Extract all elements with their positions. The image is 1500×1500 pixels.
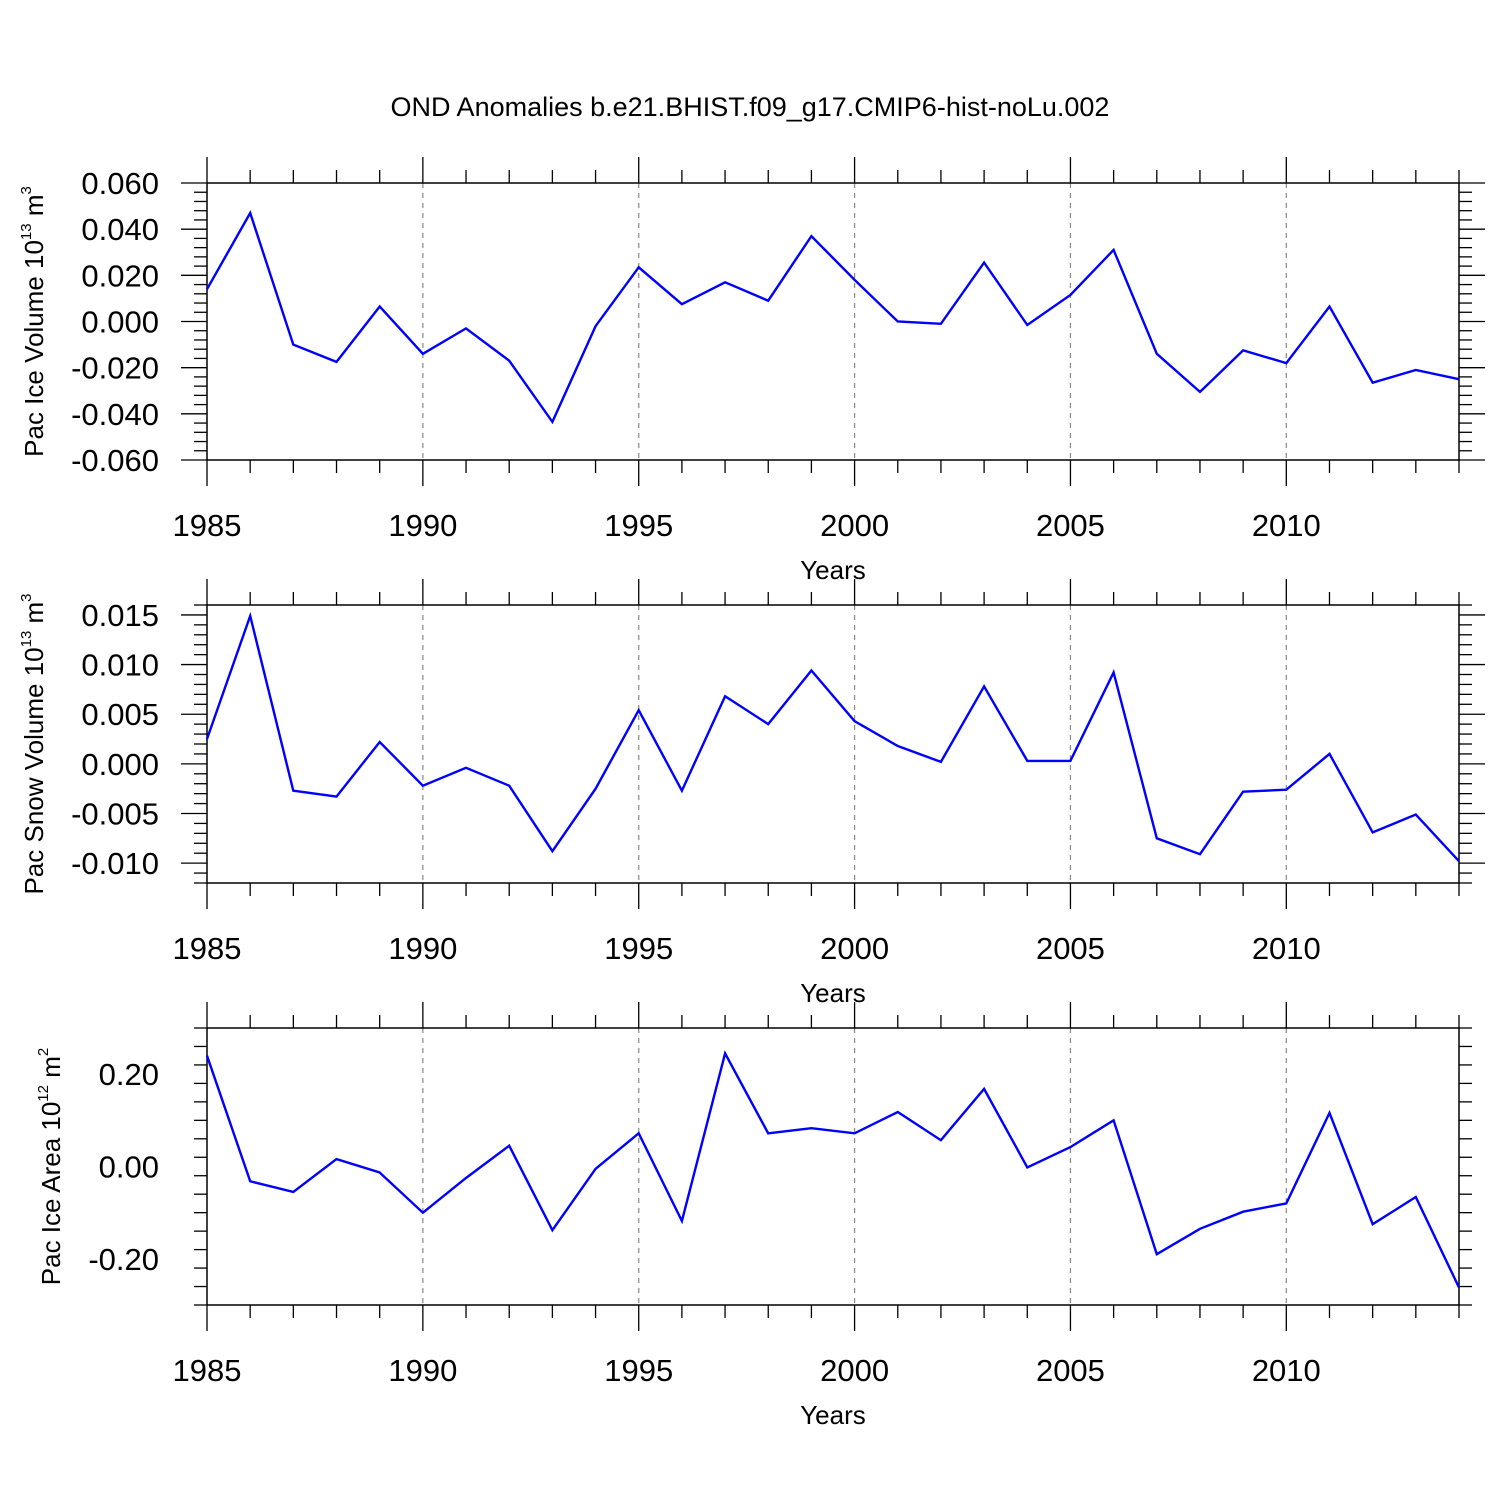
y-tick-label: 0.015	[81, 598, 159, 633]
x-axis-label: Years	[800, 978, 866, 1008]
y-tick-label: 0.005	[81, 697, 159, 732]
x-tick-label: 1995	[604, 1353, 673, 1388]
x-tick-label: 1990	[388, 508, 457, 543]
y-axis-label: Pac Snow Volume 1013 m3	[18, 593, 49, 894]
x-tick-label: 2000	[820, 1353, 889, 1388]
y-tick-label: 0.000	[81, 747, 159, 782]
x-tick-label: 2010	[1252, 1353, 1321, 1388]
x-tick-label: 2000	[820, 508, 889, 543]
chart-title: OND Anomalies b.e21.BHIST.f09_g17.CMIP6-…	[390, 92, 1110, 122]
x-tick-label: 1995	[604, 508, 673, 543]
x-tick-label: 1985	[173, 1353, 242, 1388]
series-line	[205, 210, 1460, 425]
y-tick-label: -0.060	[71, 443, 159, 478]
y-tick-label: 0.060	[81, 166, 159, 201]
x-tick-label: 2000	[820, 931, 889, 966]
x-tick-label: 1985	[173, 931, 242, 966]
panel-ice-area: 1985 1990 1995 2000 2005 2010 Years -0.20 0.00 0.…	[35, 1002, 1472, 1430]
x-tick-label: 2010	[1252, 931, 1321, 966]
x-tick-label: 1990	[388, 1353, 457, 1388]
y-tick-label: 0.00	[99, 1150, 159, 1185]
x-axis-label: Years	[800, 555, 866, 585]
y-tick-label: 0.040	[81, 212, 159, 247]
series-line	[205, 611, 1460, 863]
x-tick-label: 2010	[1252, 508, 1321, 543]
series-line	[205, 1050, 1461, 1289]
y-tick-label: 0.020	[81, 258, 159, 293]
y-tick-label: -0.020	[71, 351, 159, 386]
x-tick-label: 2005	[1036, 508, 1105, 543]
x-tick-label: 2005	[1036, 1353, 1105, 1388]
y-tick-label: -0.040	[71, 397, 159, 432]
plot-frame	[206, 604, 1460, 884]
x-tick-label: 1995	[604, 931, 673, 966]
y-tick-label: 0.20	[99, 1057, 159, 1092]
y-tick-label: -0.20	[88, 1242, 159, 1277]
y-axis-label: Pac Ice Volume 1013 m3	[18, 186, 49, 457]
plot-frame	[206, 1027, 1460, 1306]
y-tick-label: 0.000	[81, 305, 159, 340]
x-tick-label: 1990	[388, 931, 457, 966]
x-tick-label: 1985	[173, 508, 242, 543]
y-tick-label: 0.010	[81, 648, 159, 683]
x-tick-label: 2005	[1036, 931, 1105, 966]
panel-ice-volume: 1985 1990 1995 2000 2005 2010 Years -0.060 -0.04…	[18, 157, 1485, 585]
y-axis-label: Pac Ice Area 1012 m2	[35, 1048, 66, 1285]
panel-snow-volume: 1985 1990 1995 2000 2005 2010 Years -0.010 -0.00…	[18, 579, 1485, 1008]
y-tick-label: -0.010	[71, 846, 159, 881]
y-tick-label: -0.005	[71, 797, 159, 832]
x-axis-label: Years	[800, 1400, 866, 1430]
